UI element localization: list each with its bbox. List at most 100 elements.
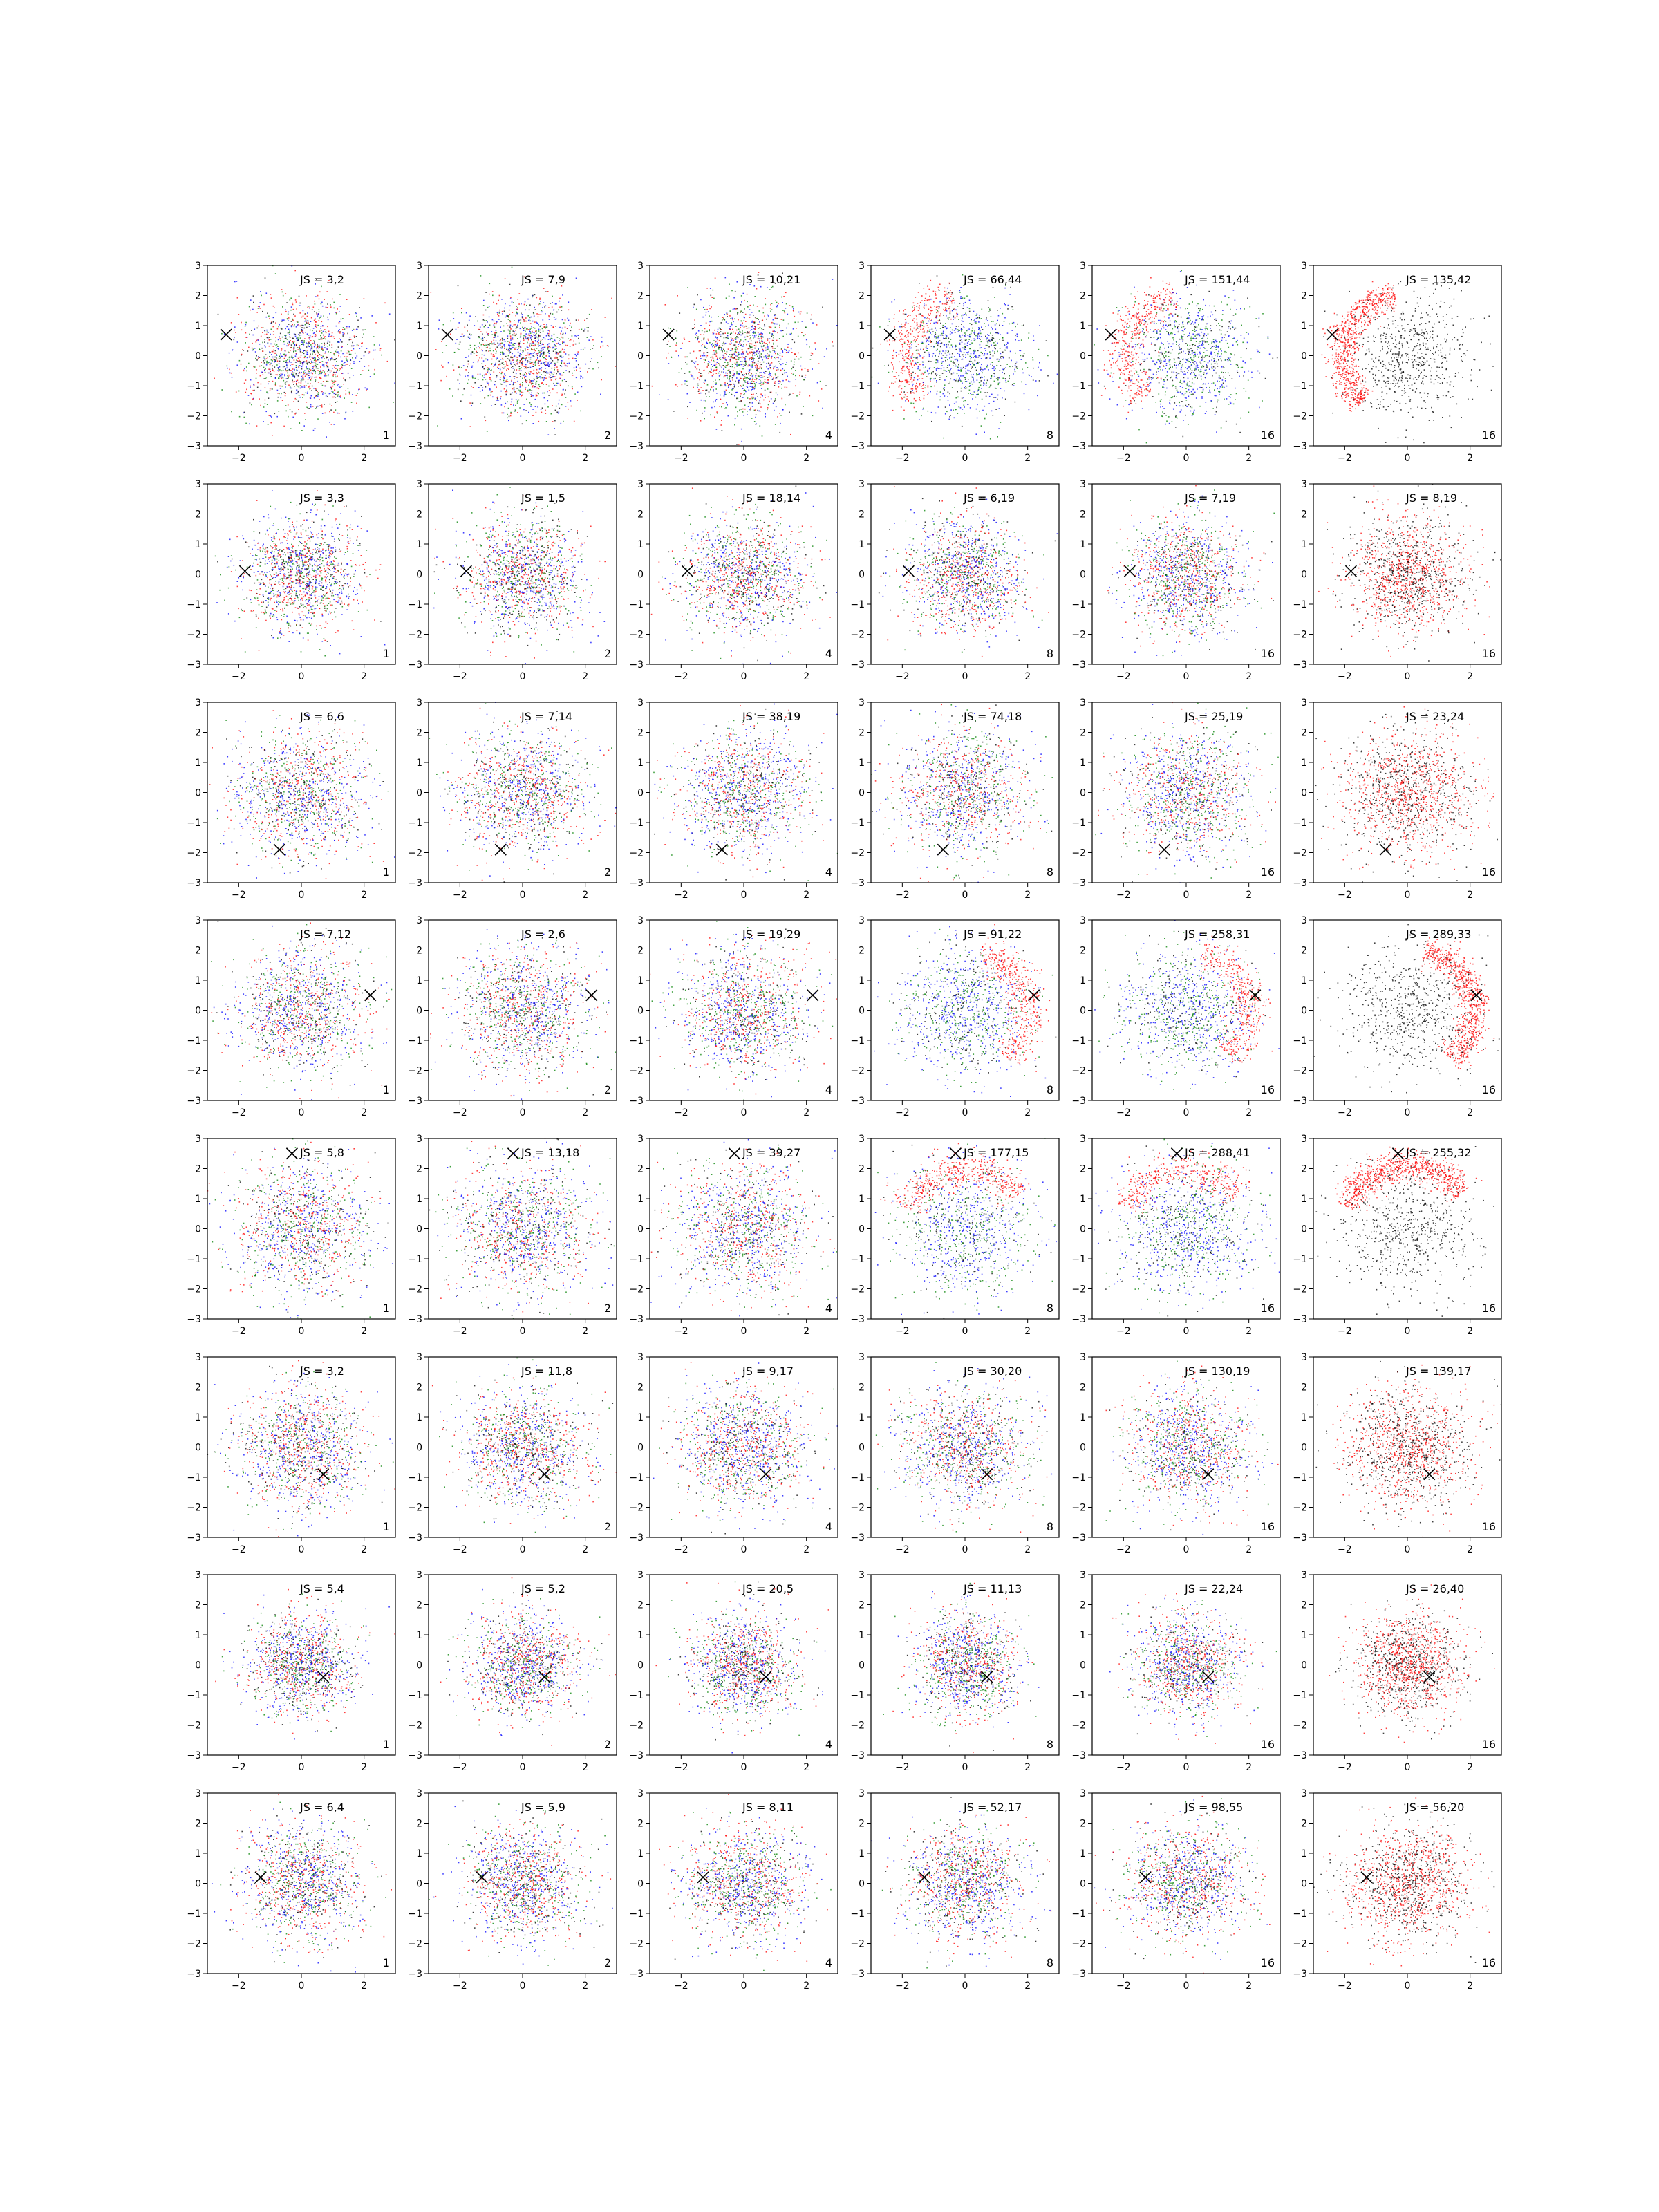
y-tick-label: −1 bbox=[1293, 599, 1307, 610]
y-tick-label: −3 bbox=[1293, 1096, 1307, 1107]
y-tick-label: 3 bbox=[859, 479, 865, 490]
scatter-point bbox=[728, 1018, 729, 1019]
y-tick-label: −3 bbox=[408, 1533, 422, 1544]
x-tick-label: 0 bbox=[299, 453, 305, 464]
x-tick-label: 2 bbox=[1246, 1544, 1252, 1555]
y-tick-label: −2 bbox=[1071, 411, 1086, 422]
scatter-point bbox=[722, 786, 723, 787]
x-tick-label: 2 bbox=[1024, 671, 1031, 682]
y-tick-label: 3 bbox=[195, 1352, 201, 1363]
y-tick-label: −1 bbox=[629, 1472, 644, 1483]
y-tick-label: −3 bbox=[850, 1750, 865, 1761]
y-tick-label: 2 bbox=[1080, 946, 1086, 957]
js-label: JS = 13,18 bbox=[521, 1146, 579, 1159]
x-tick-label: −2 bbox=[895, 1107, 910, 1118]
y-tick-label: 2 bbox=[859, 1382, 865, 1394]
x-tick-label: 2 bbox=[1024, 890, 1031, 901]
y-tick-label: −2 bbox=[629, 1066, 644, 1077]
y-tick-label: −1 bbox=[1293, 1690, 1307, 1701]
y-tick-label: 0 bbox=[416, 1660, 422, 1671]
js-label: JS = 2,6 bbox=[521, 928, 565, 941]
y-tick-label: −3 bbox=[629, 1969, 644, 1980]
y-tick-label: 0 bbox=[637, 1224, 644, 1235]
y-tick-label: 3 bbox=[859, 697, 865, 709]
y-tick-label: 2 bbox=[1080, 1164, 1086, 1175]
y-tick-label: 0 bbox=[1080, 1224, 1086, 1235]
js-label: JS = 18,14 bbox=[742, 491, 800, 505]
js-label: JS = 3,2 bbox=[299, 273, 344, 286]
y-tick-label: −2 bbox=[850, 630, 865, 641]
k-label: 16 bbox=[1261, 1083, 1275, 1096]
y-tick-label: 0 bbox=[637, 1660, 644, 1671]
js-label: JS = 19,29 bbox=[742, 928, 800, 941]
y-tick-label: 3 bbox=[637, 1352, 644, 1363]
x-tick-label: 0 bbox=[962, 890, 968, 901]
x-tick-label: −2 bbox=[1116, 1544, 1131, 1555]
y-tick-label: 2 bbox=[195, 1600, 201, 1611]
y-tick-label: −3 bbox=[629, 878, 644, 889]
js-label: JS = 7,12 bbox=[299, 928, 351, 941]
k-label: 2 bbox=[604, 1083, 611, 1096]
y-tick-label: 3 bbox=[637, 1788, 644, 1799]
y-tick-label: 1 bbox=[195, 975, 201, 986]
js-label: JS = 130,19 bbox=[1184, 1365, 1250, 1378]
y-tick-label: 0 bbox=[1080, 1443, 1086, 1454]
y-tick-label: −2 bbox=[408, 1066, 422, 1077]
y-tick-label: −3 bbox=[850, 1533, 865, 1544]
y-tick-label: 0 bbox=[859, 1224, 865, 1235]
y-tick-label: 2 bbox=[637, 1382, 644, 1394]
y-tick-label: −3 bbox=[187, 1750, 201, 1761]
y-tick-label: 0 bbox=[859, 351, 865, 362]
y-tick-label: −3 bbox=[187, 1314, 201, 1325]
x-tick-label: 2 bbox=[1467, 1544, 1473, 1555]
x-tick-label: 0 bbox=[520, 1762, 526, 1773]
x-tick-label: 0 bbox=[962, 671, 968, 682]
js-label: JS = 74,18 bbox=[963, 710, 1022, 723]
y-tick-label: 1 bbox=[1301, 758, 1307, 769]
js-label: JS = 9,17 bbox=[742, 1365, 794, 1378]
y-tick-label: −3 bbox=[1071, 878, 1086, 889]
x-tick-label: −2 bbox=[453, 1544, 467, 1555]
scatter-point bbox=[785, 1666, 786, 1667]
x-tick-label: 0 bbox=[962, 453, 968, 464]
y-tick-label: 3 bbox=[195, 697, 201, 709]
y-tick-label: −3 bbox=[187, 878, 201, 889]
y-tick-label: 0 bbox=[416, 1443, 422, 1454]
y-tick-label: −1 bbox=[629, 1254, 644, 1265]
x-tick-label: −2 bbox=[1338, 1762, 1352, 1773]
js-label: JS = 39,27 bbox=[742, 1146, 800, 1159]
y-tick-label: 1 bbox=[1301, 321, 1307, 332]
y-tick-label: −1 bbox=[850, 1909, 865, 1920]
y-tick-label: 0 bbox=[195, 1224, 201, 1235]
k-label: 16 bbox=[1482, 1956, 1496, 1969]
x-tick-label: −2 bbox=[453, 1107, 467, 1118]
x-tick-label: −2 bbox=[1116, 1980, 1131, 1991]
y-tick-label: 3 bbox=[416, 1570, 422, 1581]
y-tick-label: −2 bbox=[1071, 1721, 1086, 1732]
y-tick-label: 1 bbox=[416, 539, 422, 550]
x-tick-label: 2 bbox=[582, 890, 588, 901]
k-label: 2 bbox=[604, 429, 611, 442]
x-tick-label: 0 bbox=[1183, 1762, 1190, 1773]
y-tick-label: −3 bbox=[850, 441, 865, 452]
y-tick-label: 2 bbox=[637, 1164, 644, 1175]
y-tick-label: 0 bbox=[1301, 351, 1307, 362]
y-tick-label: −3 bbox=[1071, 659, 1086, 671]
y-tick-label: −1 bbox=[1293, 818, 1307, 829]
y-tick-label: 1 bbox=[1080, 1412, 1086, 1423]
y-tick-label: 1 bbox=[637, 1848, 644, 1859]
y-tick-label: −1 bbox=[187, 599, 201, 610]
x-tick-label: −2 bbox=[895, 1326, 910, 1337]
y-tick-label: 3 bbox=[195, 1570, 201, 1581]
y-tick-label: 3 bbox=[637, 697, 644, 709]
y-tick-label: 3 bbox=[195, 261, 201, 272]
x-tick-label: −2 bbox=[1116, 671, 1131, 682]
x-tick-label: 2 bbox=[803, 671, 809, 682]
y-tick-label: 3 bbox=[1080, 261, 1086, 272]
x-tick-label: 0 bbox=[741, 1107, 747, 1118]
y-tick-label: −3 bbox=[1293, 441, 1307, 452]
x-tick-label: 0 bbox=[520, 453, 526, 464]
y-tick-label: −1 bbox=[1293, 381, 1307, 392]
x-tick-label: 2 bbox=[361, 1762, 367, 1773]
y-tick-label: 2 bbox=[416, 291, 422, 302]
